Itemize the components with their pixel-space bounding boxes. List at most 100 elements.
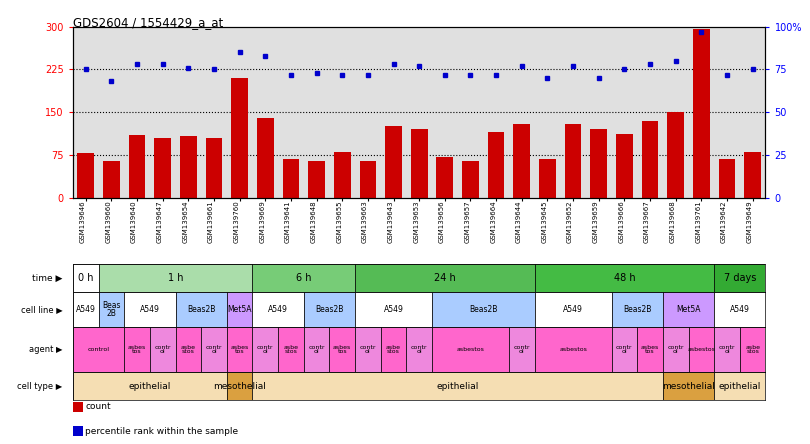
Text: A549: A549 [268,305,288,314]
Text: Beas2B: Beas2B [469,305,497,314]
Bar [535,264,714,292]
Bar [176,327,201,372]
Text: A549: A549 [76,305,96,314]
Text: asbe
stos: asbe stos [284,345,298,354]
Bar [381,327,407,372]
Bar [253,292,304,327]
Bar [206,138,222,198]
Text: agent ▶: agent ▶ [29,345,62,354]
Text: Met5A: Met5A [228,305,252,314]
Text: epithelial: epithelial [129,381,171,391]
Text: asbes
tos: asbes tos [641,345,659,354]
Bar [73,327,124,372]
Text: Beas2B: Beas2B [315,305,343,314]
Text: count: count [85,402,111,411]
Text: asbe
stos: asbe stos [745,345,760,354]
Bar [227,292,253,327]
Text: percentile rank within the sample: percentile rank within the sample [85,427,238,436]
Text: contr
ol: contr ol [411,345,428,354]
Bar [73,292,99,327]
Text: Beas2B: Beas2B [187,305,215,314]
Bar [663,292,714,327]
Bar [73,264,99,292]
Bar [360,161,376,198]
Bar [667,112,684,198]
Bar [227,327,253,372]
Text: mesothelial: mesothelial [662,381,715,391]
Text: 6 h: 6 h [296,273,312,283]
Text: 48 h: 48 h [613,273,635,283]
Bar [407,327,432,372]
Bar [355,292,432,327]
Bar [309,161,325,198]
Text: epithelial: epithelial [718,381,761,391]
Text: 0 h: 0 h [78,273,93,283]
Bar [642,121,659,198]
Bar [509,327,535,372]
Bar [514,123,530,198]
Bar [663,327,688,372]
Bar [124,292,176,327]
Bar [334,152,351,198]
Bar [663,372,714,400]
Bar [180,136,197,198]
Bar [637,327,663,372]
Text: Met5A: Met5A [676,305,701,314]
Text: contr
ol: contr ol [616,345,633,354]
Bar [612,327,637,372]
Bar [355,327,381,372]
Text: asbestos: asbestos [457,347,484,352]
Bar [78,153,94,198]
Text: asbestos: asbestos [559,347,587,352]
Bar [150,327,176,372]
Bar [432,327,509,372]
Text: Beas
2B: Beas 2B [102,301,121,318]
Bar [714,327,740,372]
Text: asbestos: asbestos [688,347,715,352]
Bar [590,129,607,198]
Text: asbes
tos: asbes tos [231,345,249,354]
Text: A549: A549 [140,305,160,314]
Text: 24 h: 24 h [434,273,456,283]
Bar [201,327,227,372]
Text: contr
ol: contr ol [309,345,325,354]
Text: contr
ol: contr ol [155,345,171,354]
Text: contr
ol: contr ol [360,345,376,354]
Text: contr
ol: contr ol [257,345,274,354]
Text: mesothelial: mesothelial [213,381,266,391]
Bar [386,127,402,198]
Bar [688,327,714,372]
Bar [278,327,304,372]
Text: asbes
tos: asbes tos [333,345,352,354]
Bar [714,372,765,400]
Bar [565,123,582,198]
Bar [304,327,330,372]
Bar [99,264,253,292]
Bar [232,78,248,198]
Text: A549: A549 [563,305,583,314]
Text: control: control [87,347,109,352]
Bar [437,157,453,198]
Bar [535,327,612,372]
Bar [283,159,299,198]
Bar [411,129,428,198]
Text: asbe
stos: asbe stos [386,345,401,354]
Bar [73,372,227,400]
Bar [355,264,535,292]
Text: asbe
stos: asbe stos [181,345,196,354]
Bar [253,327,278,372]
Bar [740,327,765,372]
Bar [227,372,253,400]
Bar [253,264,355,292]
Bar [718,159,735,198]
Bar [155,138,171,198]
Bar [612,292,663,327]
Bar [129,135,145,198]
Text: 7 days: 7 days [723,273,756,283]
Text: Beas2B: Beas2B [623,305,651,314]
Text: epithelial: epithelial [437,381,479,391]
Text: GDS2604 / 1554429_a_at: GDS2604 / 1554429_a_at [73,16,223,28]
Text: 1 h: 1 h [168,273,183,283]
Bar [744,152,761,198]
Bar [693,29,710,198]
